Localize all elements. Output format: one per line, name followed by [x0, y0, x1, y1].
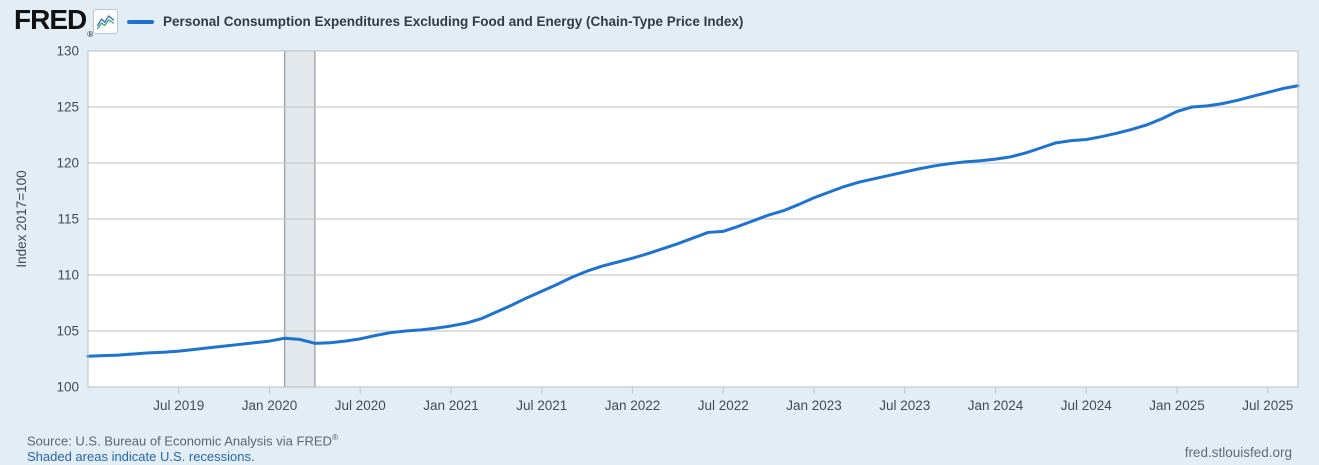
x-tick-label: Jan 2020: [242, 398, 298, 413]
y-tick-label: 115: [57, 212, 79, 227]
x-tick-label: Jul 2019: [153, 398, 204, 413]
legend: Personal Consumption Expenditures Exclud…: [127, 14, 743, 29]
x-tick-label: Jan 2022: [605, 398, 661, 413]
recession-note-link[interactable]: Shaded areas indicate U.S. recessions.: [27, 449, 255, 465]
y-tick-label: 125: [56, 100, 79, 115]
y-axis-title: Index 2017=100: [14, 170, 29, 267]
y-tick-label: 100: [56, 380, 79, 395]
x-tick-label: Jan 2023: [786, 398, 842, 413]
x-tick-label: Jan 2021: [423, 398, 479, 413]
x-tick-label: Jul 2025: [1242, 398, 1293, 413]
x-tick-label: Jul 2024: [1061, 398, 1113, 413]
x-tick-label: Jul 2023: [879, 398, 930, 413]
source-text: Source: U.S. Bureau of Economic Analysis…: [27, 429, 338, 449]
fred-logo[interactable]: FRED®: [14, 4, 94, 40]
x-tick-label: Jul 2022: [698, 398, 749, 413]
fred-sparkline-icon: [93, 9, 118, 34]
y-tick-label: 105: [56, 324, 79, 339]
y-tick-label: 120: [56, 156, 79, 171]
y-tick-label: 130: [56, 44, 79, 59]
x-tick-label: Jul 2021: [516, 398, 567, 413]
sparkline-icon-graphic: [96, 15, 115, 30]
y-tick-label: 110: [57, 268, 79, 283]
plot-border: [87, 50, 1299, 388]
legend-line-swatch: [127, 19, 154, 24]
footer: Source: U.S. Bureau of Economic Analysis…: [27, 429, 338, 465]
x-tick-label: Jul 2020: [335, 398, 386, 413]
fred-site-link[interactable]: fred.stlouisfed.org: [1184, 445, 1292, 460]
source-registered-mark: ®: [331, 432, 339, 442]
fred-logo-registered-mark: ®: [87, 30, 94, 39]
fred-logo-text: FRED: [14, 4, 87, 35]
x-tick-label: Jan 2025: [1149, 398, 1205, 413]
header: FRED® Personal Consumption Expenditures …: [0, 0, 1319, 46]
source-text-main: Source: U.S. Bureau of Economic Analysis…: [27, 433, 332, 449]
legend-label: Personal Consumption Expenditures Exclud…: [163, 14, 744, 29]
data-line: [86, 84, 1300, 358]
x-tick-label: Jan 2024: [968, 398, 1024, 413]
